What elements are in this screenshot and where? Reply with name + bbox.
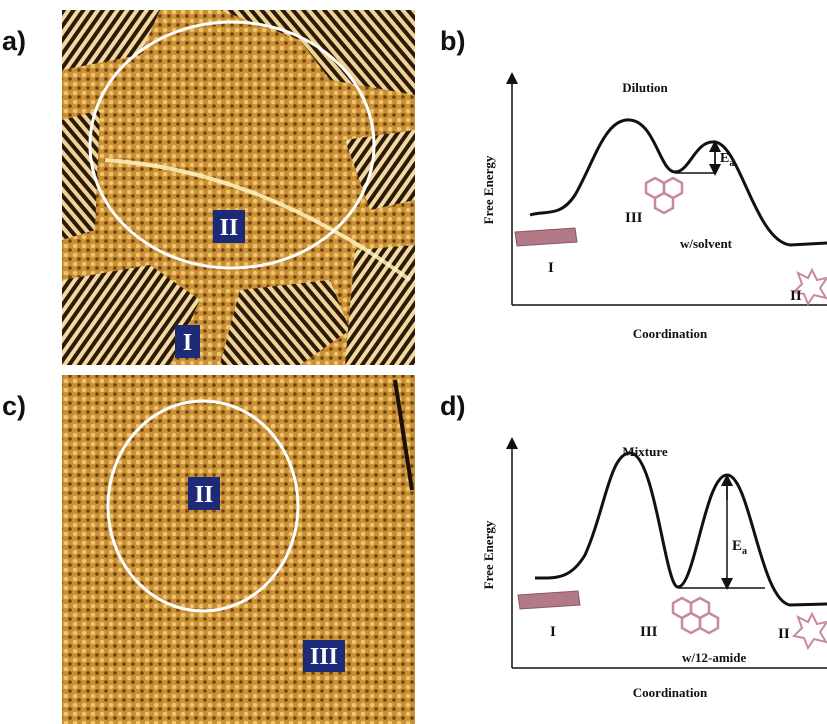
panel-label: a) [2, 26, 26, 56]
state-label: III [640, 624, 658, 640]
marker: II [220, 215, 239, 241]
diagram-title: Mixture [622, 444, 667, 459]
panel-label: b) [440, 26, 465, 56]
state-label: I [550, 624, 556, 640]
note: w/solvent [680, 236, 733, 251]
x-axis-label: Coordination [633, 685, 708, 700]
figure: a) II I c) II III b) Dilution Free Energ… [0, 0, 827, 724]
stm-image-c: II III [62, 375, 415, 724]
barrier-label: Ea [732, 538, 747, 557]
y-axis-label: Free Energy [481, 155, 496, 224]
x-axis-label: Coordination [633, 326, 708, 341]
stm-image-a: II I [62, 10, 415, 365]
energy-diagram-b: Dilution Free Energy Coordination Ea III… [481, 78, 827, 341]
y-axis-label: Free Energy [481, 520, 496, 589]
diagram-title: Dilution [622, 80, 668, 95]
marker: II [195, 482, 214, 508]
state-label: II [778, 626, 790, 642]
energy-diagram-d: Mixture Free Energy Coordination Ea III … [481, 443, 827, 700]
state-label: III [625, 210, 643, 226]
state-label: II [790, 288, 802, 304]
barrier-label: Ea [720, 151, 734, 169]
note: w/12-amide [682, 650, 747, 665]
panel-label: c) [2, 391, 26, 421]
panel-label: d) [440, 391, 465, 421]
marker: III [310, 644, 338, 670]
marker: I [183, 330, 192, 356]
state-label: I [548, 260, 554, 276]
